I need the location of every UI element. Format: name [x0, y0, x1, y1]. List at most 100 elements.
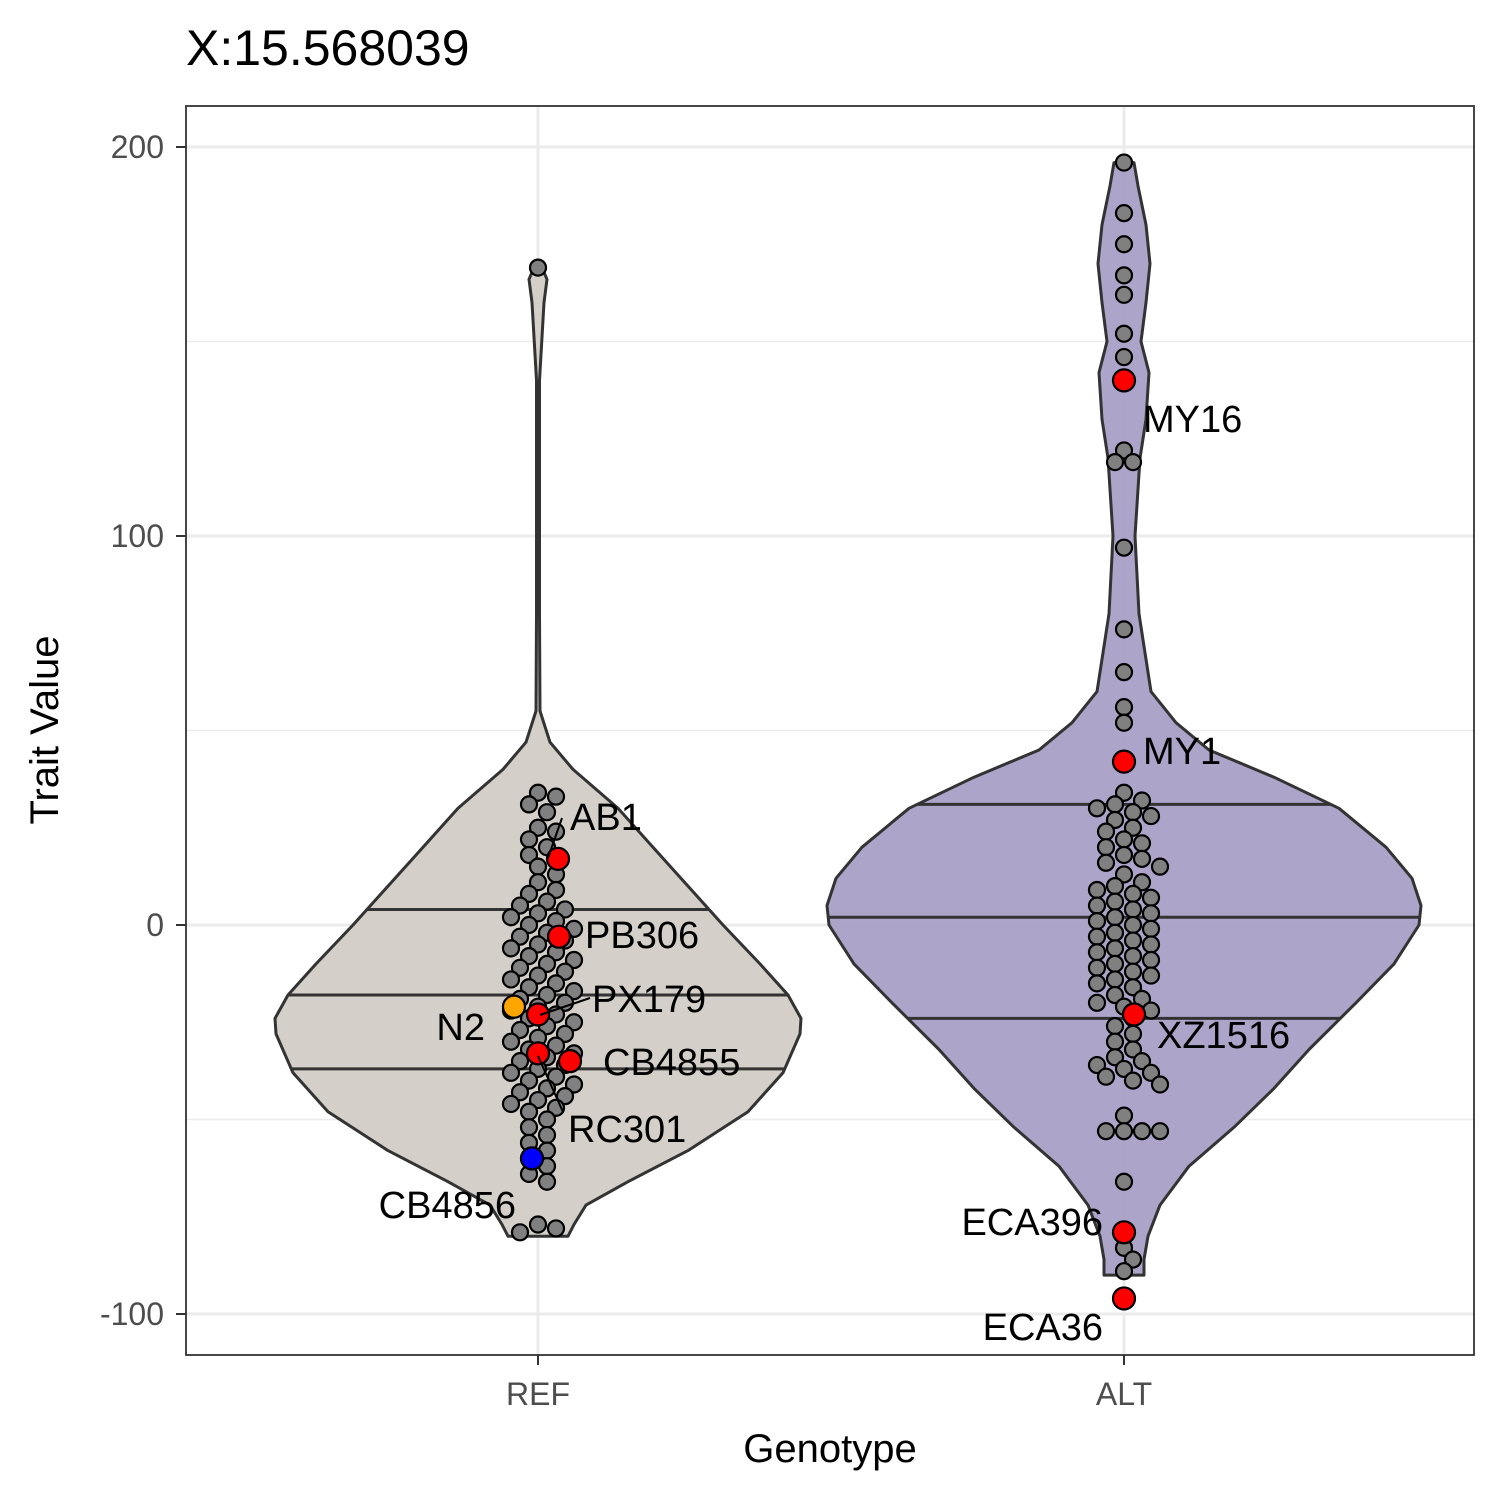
data-point: [1087, 1055, 1107, 1075]
data-point: [555, 900, 575, 919]
data-point: [1123, 978, 1143, 997]
data-point: [564, 1075, 584, 1094]
data-point: [564, 1013, 584, 1032]
data-point: [537, 954, 557, 974]
y-axis: -100 0 100 200: [100, 129, 186, 1332]
data-point: [1141, 888, 1161, 907]
data-point: [1105, 1017, 1125, 1036]
data-point: [1087, 943, 1107, 962]
data-point: [1114, 830, 1134, 849]
strain-label-cb4856: CB4856: [379, 1185, 516, 1227]
data-point: [1114, 347, 1134, 367]
data-point: [1114, 1172, 1134, 1191]
data-point: [1114, 783, 1134, 802]
data-point: [510, 1052, 530, 1071]
data-point: [1114, 285, 1134, 304]
data-point: [1087, 896, 1107, 915]
data-point: [1114, 845, 1134, 865]
strain-label-ab1: AB1: [570, 797, 642, 839]
data-point: [1087, 974, 1107, 993]
data-point: [546, 1219, 566, 1238]
chart-title: X:15.568039: [186, 20, 470, 76]
data-point: [501, 939, 521, 958]
highlight-point-my1: [1111, 749, 1137, 774]
data-point: [528, 857, 548, 876]
data-point: [1123, 962, 1143, 981]
highlight-point-ab1: [545, 846, 571, 871]
strain-label-eca396: ECA396: [961, 1202, 1103, 1244]
data-point: [1087, 993, 1107, 1012]
data-point: [1141, 935, 1161, 954]
strain-label-xz1516: XZ1516: [1157, 1015, 1290, 1057]
data-point: [1105, 908, 1125, 927]
data-point: [1141, 966, 1161, 985]
data-point: [528, 258, 548, 277]
data-point: [528, 935, 548, 954]
data-point: [1114, 620, 1134, 639]
data-point: [1114, 324, 1134, 343]
data-point: [1132, 834, 1152, 853]
data-point: [1105, 1048, 1125, 1067]
highlight-point-px179: [525, 1002, 551, 1027]
data-point: [510, 1083, 530, 1102]
data-point: [1150, 1122, 1170, 1141]
data-point: [1132, 1122, 1152, 1141]
data-point: [1123, 900, 1143, 919]
data-point: [1123, 931, 1143, 950]
data-point: [519, 947, 539, 966]
data-point: [1141, 1063, 1161, 1082]
data-point: [519, 1118, 539, 1137]
data-point: [546, 822, 566, 841]
data-point: [1105, 970, 1125, 989]
highlight-point-my16: [1111, 368, 1137, 393]
data-point: [1087, 958, 1107, 977]
data-point: [510, 896, 530, 915]
data-point: [546, 1036, 566, 1055]
label-leader-line: [537, 1055, 564, 1113]
data-point: [1114, 1106, 1134, 1125]
data-point: [537, 1172, 557, 1191]
data-point: [546, 787, 566, 806]
data-point: [1141, 950, 1161, 970]
data-point: [1132, 1052, 1152, 1071]
data-point: [1150, 857, 1170, 876]
data-point: [1114, 1122, 1134, 1141]
data-point: [501, 908, 521, 927]
highlight-point-n2: [501, 994, 527, 1019]
data-point: [1105, 939, 1125, 958]
panel-border: [185, 105, 1475, 1356]
data-point: [528, 1090, 548, 1110]
data-point: [1096, 1122, 1116, 1141]
data-point: [501, 1032, 521, 1051]
data-point: [1123, 803, 1143, 822]
data-point: [1114, 266, 1134, 285]
data-point: [519, 915, 539, 935]
data-point: [537, 892, 557, 911]
data-point: [1123, 1024, 1143, 1044]
data-point: [537, 803, 557, 822]
data-point: [1123, 818, 1143, 837]
data-point: [1132, 849, 1152, 868]
highlight-point-eca36: [1111, 1286, 1137, 1311]
highlight-point-xz1516: [1121, 1002, 1147, 1027]
strain-label-cb4855: CB4855: [603, 1042, 740, 1084]
x-tick-label: ALT: [1096, 1376, 1152, 1412]
strain-label-my1: MY1: [1143, 731, 1221, 773]
data-point: [1087, 799, 1107, 818]
data-point: [1114, 1262, 1134, 1281]
data-point: [519, 795, 539, 814]
data-point: [1105, 985, 1125, 1005]
data-point: [1096, 853, 1116, 872]
data-point: [537, 1110, 557, 1129]
data-point: [1114, 538, 1134, 557]
data-point: [555, 1024, 575, 1044]
data-point: [1105, 954, 1125, 974]
y-tick-label: 200: [111, 129, 164, 165]
data-point: [564, 950, 584, 970]
data-point: [1132, 791, 1152, 810]
data-point: [1123, 1250, 1143, 1269]
data-point: [519, 978, 539, 997]
data-point: [519, 830, 539, 849]
plot-panel: AB1 PB306 PX179 N2 CB4855 RC301 CB4856 MY16 MY1 X…: [185, 105, 1475, 1356]
data-point: [501, 1063, 521, 1082]
